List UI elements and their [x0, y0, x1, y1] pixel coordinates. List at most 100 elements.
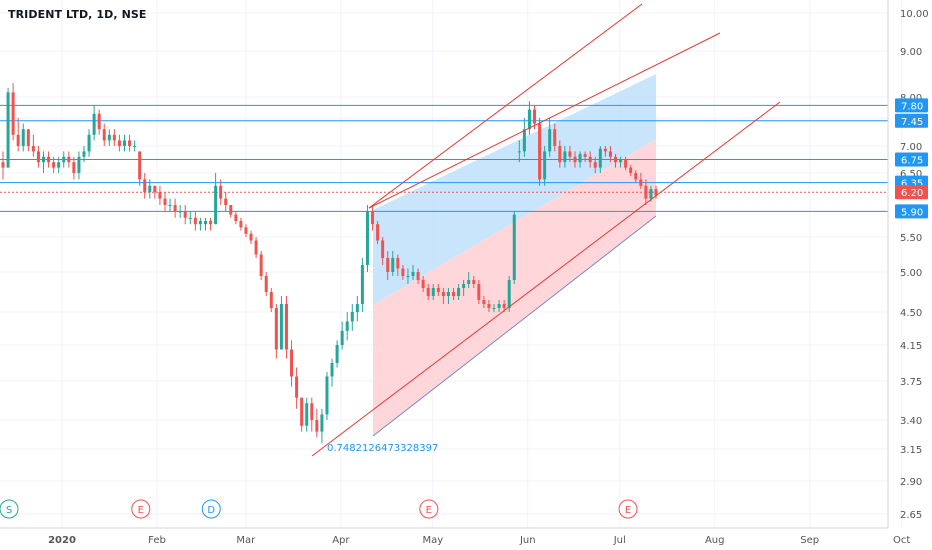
candle-body[interactable] — [82, 151, 86, 157]
candle-body[interactable] — [573, 156, 577, 163]
candle-body[interactable] — [305, 403, 309, 426]
candle-body[interactable] — [92, 113, 96, 135]
candle-body[interactable] — [158, 192, 162, 199]
candle-body[interactable] — [112, 134, 116, 141]
candle-body[interactable] — [52, 162, 56, 168]
candle-body[interactable] — [178, 211, 182, 213]
candle-body[interactable] — [198, 221, 202, 225]
candle-body[interactable] — [62, 156, 66, 163]
candle-body[interactable] — [259, 254, 263, 277]
candle-body[interactable] — [426, 288, 430, 296]
candle-body[interactable] — [467, 280, 471, 284]
candle-body[interactable] — [300, 397, 304, 426]
candle-body[interactable] — [522, 129, 526, 152]
candle-body[interactable] — [543, 151, 547, 180]
candle-body[interactable] — [117, 140, 121, 146]
candle-body[interactable] — [102, 129, 106, 141]
candle-body[interactable] — [350, 312, 354, 322]
candle-body[interactable] — [122, 140, 126, 146]
candle-body[interactable] — [492, 308, 496, 309]
candle-body[interactable] — [310, 403, 314, 420]
candle-body[interactable] — [365, 211, 369, 265]
candle-body[interactable] — [482, 300, 486, 304]
candle-body[interactable] — [234, 214, 238, 221]
candle-body[interactable] — [619, 159, 623, 163]
candle-body[interactable] — [527, 109, 531, 130]
candle-body[interactable] — [608, 151, 612, 157]
candle-body[interactable] — [568, 151, 572, 157]
candle-body[interactable] — [244, 227, 248, 234]
candle-body[interactable] — [614, 156, 618, 163]
candle-body[interactable] — [11, 92, 15, 135]
candle-body[interactable] — [41, 156, 45, 163]
candle-body[interactable] — [548, 129, 552, 152]
candle-body[interactable] — [533, 109, 537, 124]
candle-body[interactable] — [406, 276, 410, 277]
event-marker[interactable] — [131, 499, 151, 519]
candle-body[interactable] — [335, 345, 339, 363]
candle-body[interactable] — [16, 134, 20, 146]
candle-body[interactable] — [578, 154, 582, 163]
candle-body[interactable] — [269, 292, 273, 308]
candle-body[interactable] — [128, 140, 132, 146]
candle-body[interactable] — [107, 134, 111, 141]
candle-body[interactable] — [21, 129, 25, 146]
candle-body[interactable] — [224, 198, 228, 205]
candle-body[interactable] — [446, 292, 450, 296]
candle-body[interactable] — [634, 173, 638, 180]
candle-body[interactable] — [553, 129, 557, 146]
candle-body[interactable] — [57, 162, 61, 168]
candle-body[interactable] — [376, 224, 380, 241]
trend-line-upper-outer[interactable] — [368, 3, 643, 209]
candle-body[interactable] — [173, 205, 177, 212]
event-marker[interactable] — [419, 499, 439, 519]
candle-body[interactable] — [143, 179, 147, 193]
candle-body[interactable] — [360, 265, 364, 304]
candle-body[interactable] — [325, 376, 329, 415]
candle-body[interactable] — [47, 156, 51, 163]
candle-body[interactable] — [229, 205, 233, 215]
candle-body[interactable] — [77, 156, 81, 173]
event-marker[interactable] — [618, 499, 638, 519]
trend-line-lower[interactable] — [311, 101, 781, 457]
candle-body[interactable] — [254, 240, 258, 255]
candle-body[interactable] — [411, 272, 415, 276]
candle-body[interactable] — [593, 162, 597, 168]
candle-body[interactable] — [345, 321, 349, 331]
candle-body[interactable] — [355, 304, 359, 312]
candle-body[interactable] — [507, 280, 511, 308]
candle-body[interactable] — [452, 292, 456, 296]
candle-body[interactable] — [502, 304, 506, 308]
candle-body[interactable] — [279, 304, 283, 350]
candle-body[interactable] — [249, 233, 253, 241]
candle-body[interactable] — [72, 162, 76, 173]
candle-body[interactable] — [512, 214, 516, 280]
candle-body[interactable] — [583, 154, 587, 157]
candle-body[interactable] — [421, 280, 425, 288]
candle-body[interactable] — [153, 185, 157, 193]
candle-body[interactable] — [629, 167, 633, 173]
candle-body[interactable] — [203, 221, 207, 225]
candle-body[interactable] — [31, 146, 35, 152]
candle-body[interactable] — [97, 113, 101, 130]
candle-body[interactable] — [214, 185, 218, 225]
candle-body[interactable] — [396, 258, 400, 269]
candle-body[interactable] — [487, 304, 491, 308]
candle-body[interactable] — [6, 92, 10, 168]
candle-body[interactable] — [183, 211, 187, 218]
candle-body[interactable] — [36, 151, 40, 163]
candle-body[interactable] — [381, 240, 385, 259]
candle-body[interactable] — [193, 217, 197, 225]
candle-body[interactable] — [517, 151, 521, 153]
candle-body[interactable] — [558, 146, 562, 163]
candle-body[interactable] — [133, 146, 137, 147]
candle-body[interactable] — [588, 156, 592, 163]
candle-body[interactable] — [188, 217, 192, 219]
candle-body[interactable] — [209, 221, 213, 225]
candle-body[interactable] — [340, 330, 344, 345]
candle-body[interactable] — [639, 179, 643, 186]
candle-body[interactable] — [436, 288, 440, 292]
candle-body[interactable] — [219, 185, 223, 199]
candle-body[interactable] — [163, 198, 167, 205]
